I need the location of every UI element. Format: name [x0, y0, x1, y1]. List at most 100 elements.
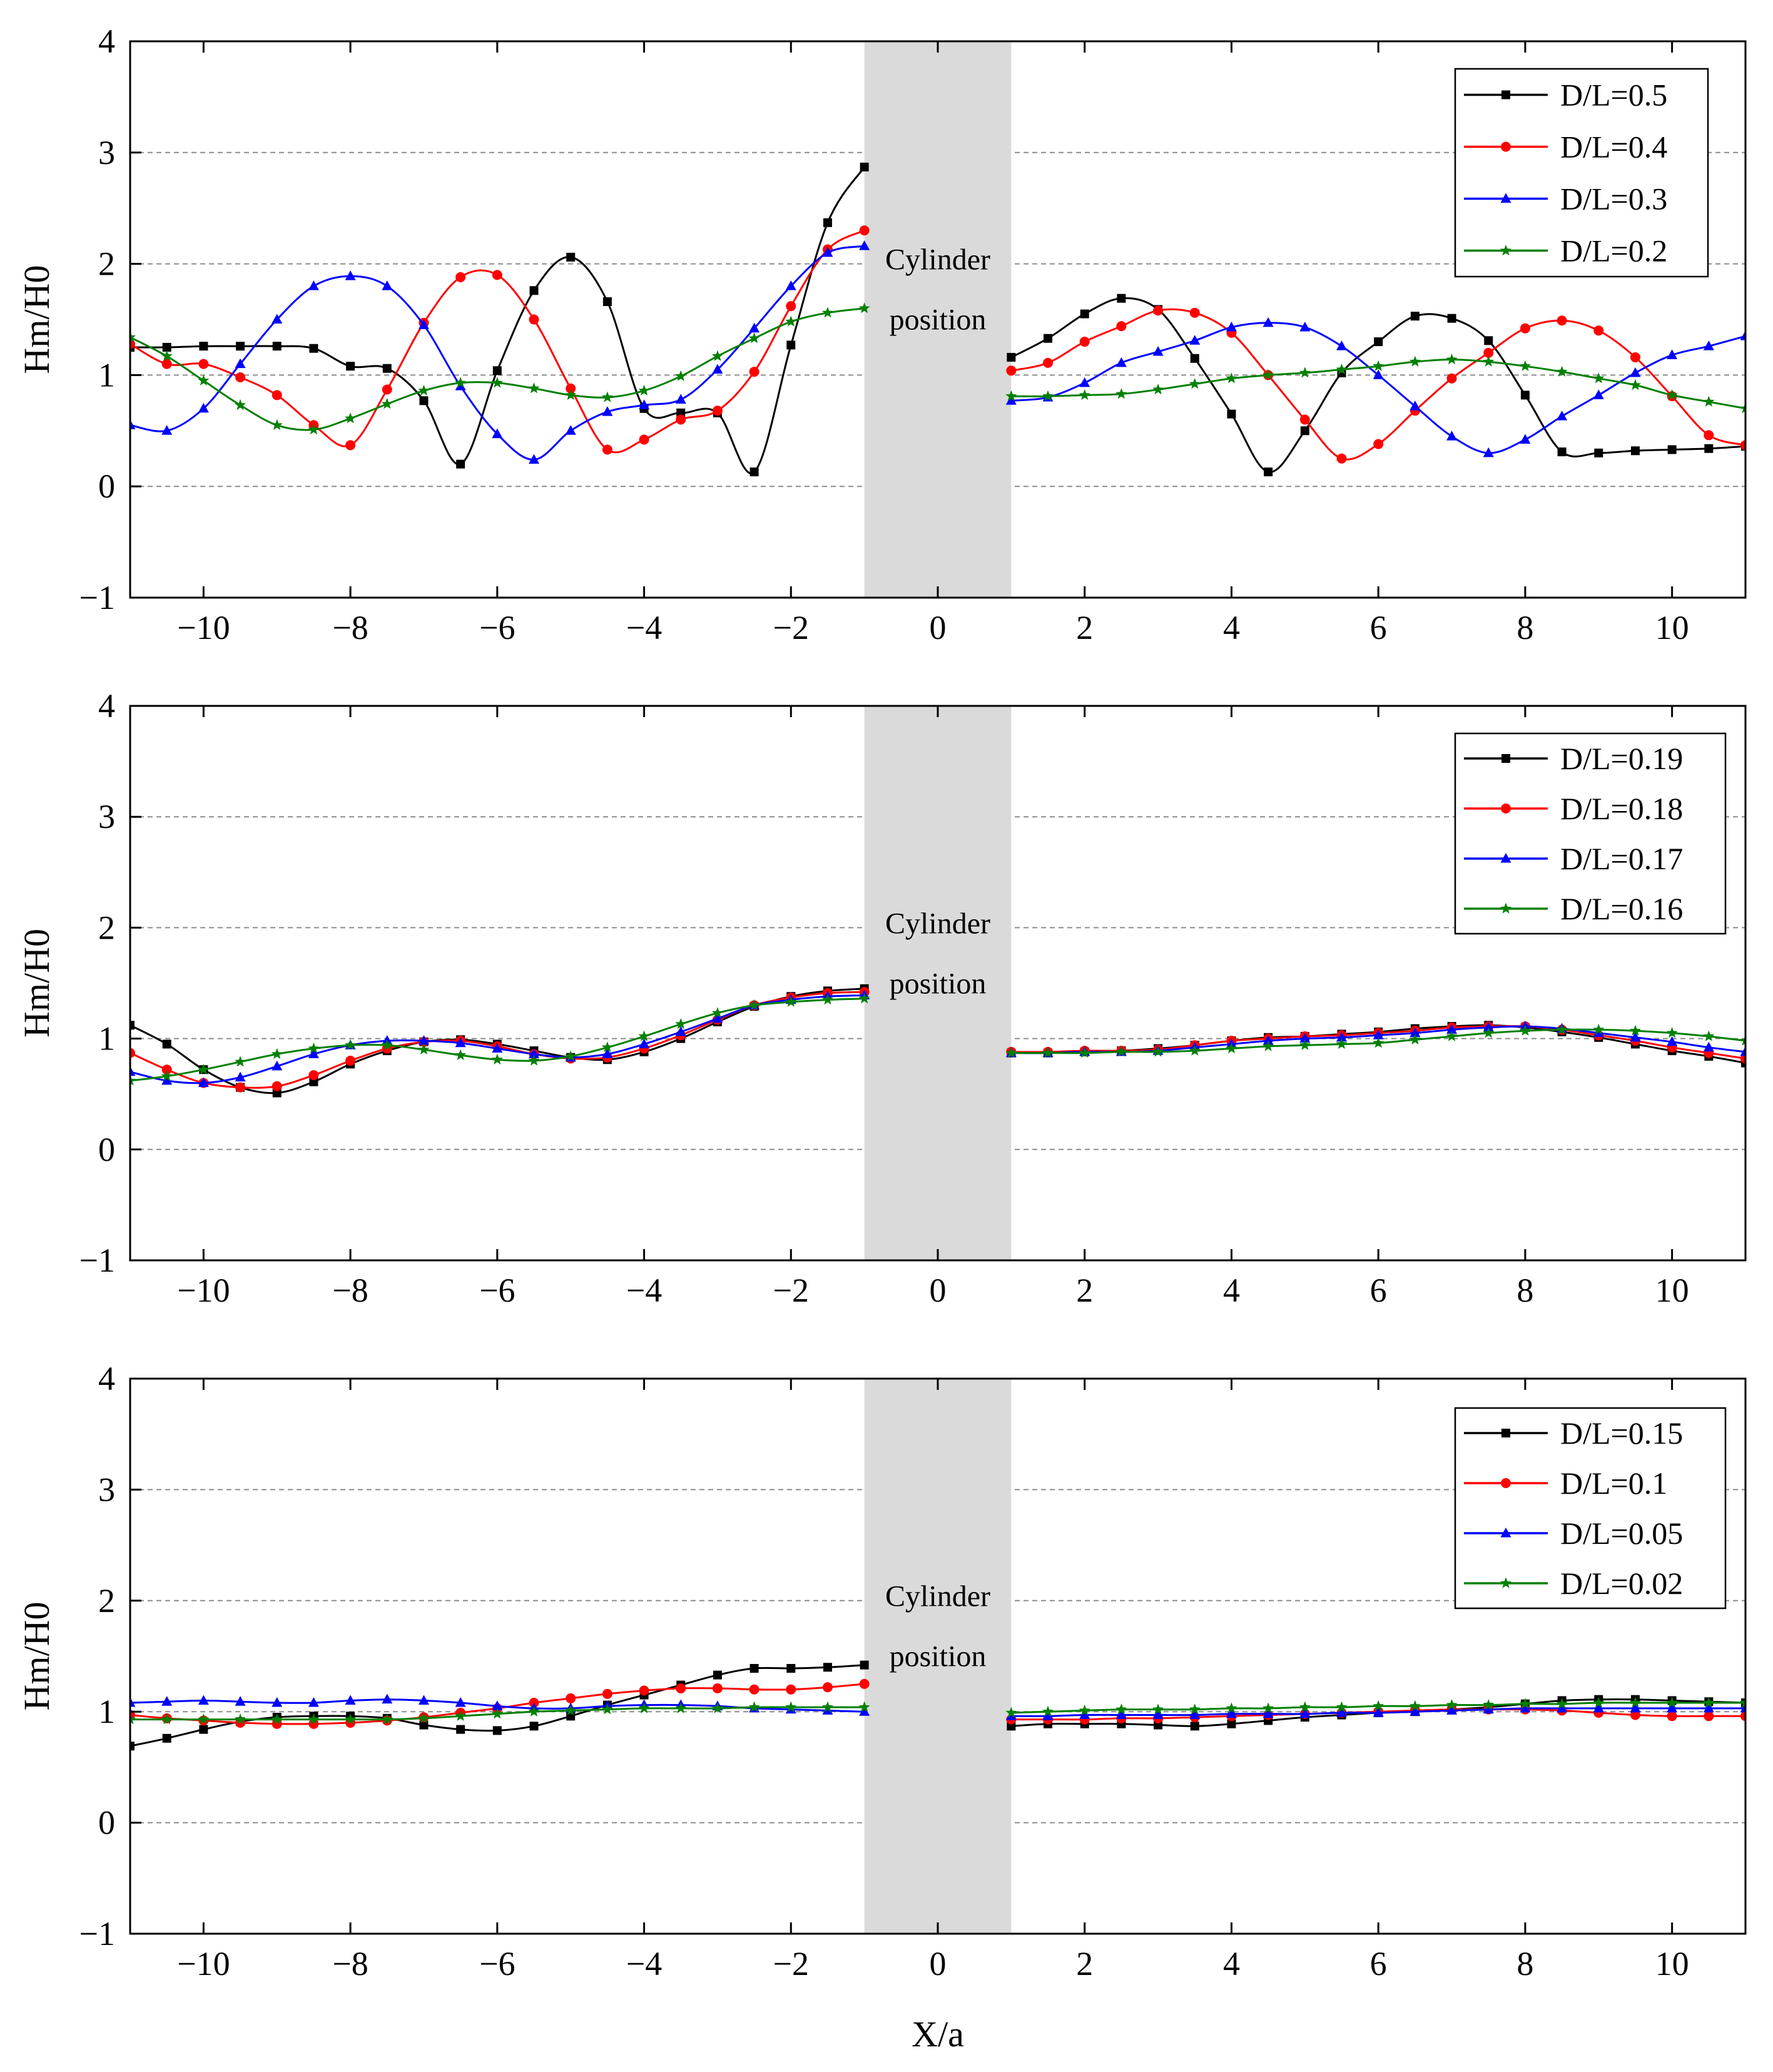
data-point: [529, 454, 539, 464]
x-tick-label: 0: [930, 1945, 947, 1983]
series-4: [130, 993, 1745, 1086]
data-point: [528, 382, 540, 394]
series-group: [130, 984, 1745, 1098]
cylinder-label: position: [890, 303, 987, 336]
data-point: [1299, 414, 1310, 425]
data-point: [272, 1081, 282, 1091]
y-tick-label: 3: [98, 798, 115, 835]
data-point: [1226, 1708, 1237, 1718]
data-point: [308, 1048, 319, 1058]
series-1: [130, 162, 1745, 477]
x-tick-label: −2: [773, 1945, 809, 1983]
data-point: [455, 1697, 466, 1707]
data-point: [455, 1037, 466, 1048]
data-point: [1483, 1021, 1494, 1032]
data-point: [130, 331, 136, 342]
data-point: [308, 1713, 320, 1725]
y-axis-title: Hm/H0: [16, 1602, 57, 1711]
data-point: [1446, 1030, 1458, 1041]
data-point: [821, 307, 833, 318]
data-point: [1115, 1046, 1127, 1057]
data-point: [639, 399, 650, 409]
data-point: [1262, 1040, 1274, 1051]
data-point: [1336, 340, 1347, 350]
x-tick-label: −4: [626, 1272, 662, 1309]
y-tick-label: 3: [98, 1471, 115, 1508]
data-point: [859, 1706, 870, 1716]
data-point: [638, 384, 650, 396]
data-point: [1152, 384, 1164, 395]
x-tick-label: 10: [1655, 1272, 1689, 1309]
data-point: [1189, 335, 1201, 345]
x-tick-label: 8: [1516, 1272, 1533, 1309]
legend-label: D/L=0.05: [1560, 1516, 1683, 1551]
legend: D/L=0.15 D/L=0.1 D/L=0.05 D/L=0.02: [1454, 1407, 1727, 1610]
data-point: [1005, 1707, 1017, 1718]
data-point: [860, 1660, 869, 1670]
data-point: [455, 377, 467, 388]
data-point: [455, 1710, 467, 1721]
x-tick-label: −10: [177, 1945, 230, 1983]
x-tick-label: −10: [177, 1272, 230, 1309]
data-point: [1336, 453, 1347, 464]
data-point: [161, 1696, 173, 1706]
data-point: [1190, 354, 1199, 363]
data-point: [1153, 305, 1164, 316]
data-point: [1373, 1037, 1384, 1048]
data-point: [1409, 1700, 1421, 1711]
y-tick-label: 2: [98, 909, 115, 946]
y-tick-label: 4: [98, 23, 115, 60]
legend-label: D/L=0.16: [1560, 891, 1683, 926]
data-point: [859, 240, 870, 250]
data-point: [1630, 352, 1640, 362]
data-point: [1557, 1702, 1568, 1713]
data-point: [1374, 337, 1383, 347]
data-point: [712, 1683, 723, 1693]
data-point: [272, 390, 282, 401]
data-point: [1446, 373, 1457, 384]
data-point: [1740, 330, 1745, 340]
data-point: [1299, 367, 1311, 378]
data-point: [1557, 411, 1568, 421]
data-point: [1264, 467, 1273, 477]
legend-item: D/L=0.5: [1464, 78, 1667, 113]
legend-marker: [1500, 1577, 1511, 1588]
data-point: [491, 1708, 503, 1719]
data-point: [859, 1678, 870, 1689]
data-point: [748, 999, 760, 1011]
data-point: [1557, 315, 1567, 326]
data-point: [749, 467, 759, 477]
data-point: [418, 1712, 430, 1723]
data-point: [785, 280, 796, 290]
data-point: [308, 424, 320, 435]
data-point: [162, 1733, 171, 1743]
data-point: [1483, 347, 1494, 358]
legend-item: D/L=0.19: [1464, 741, 1683, 776]
data-point: [1300, 426, 1309, 436]
legend-label: D/L=0.5: [1560, 78, 1667, 113]
data-point: [601, 1703, 613, 1715]
x-tick-label: 2: [1076, 609, 1093, 646]
data-point: [346, 362, 355, 371]
x-tick-label: −2: [773, 609, 809, 646]
data-point: [308, 1070, 319, 1081]
data-point: [1007, 352, 1016, 362]
y-tick-label: 0: [98, 1804, 115, 1842]
data-point: [1299, 1708, 1311, 1718]
data-point: [1226, 1043, 1237, 1054]
data-point: [1410, 1027, 1421, 1038]
data-point: [130, 419, 136, 429]
x-tick-label: −8: [332, 1272, 368, 1309]
data-point: [1483, 1027, 1495, 1038]
data-point: [1446, 1699, 1458, 1710]
legend-marker: [1500, 902, 1511, 914]
legend: D/L=0.5 D/L=0.4 D/L=0.3 D/L=0.2: [1454, 68, 1709, 278]
data-point: [601, 1041, 613, 1053]
y-tick-label: 2: [98, 1582, 115, 1620]
data-point: [491, 377, 503, 388]
data-point: [1373, 360, 1384, 371]
data-point: [822, 1705, 833, 1715]
data-point: [235, 399, 246, 411]
